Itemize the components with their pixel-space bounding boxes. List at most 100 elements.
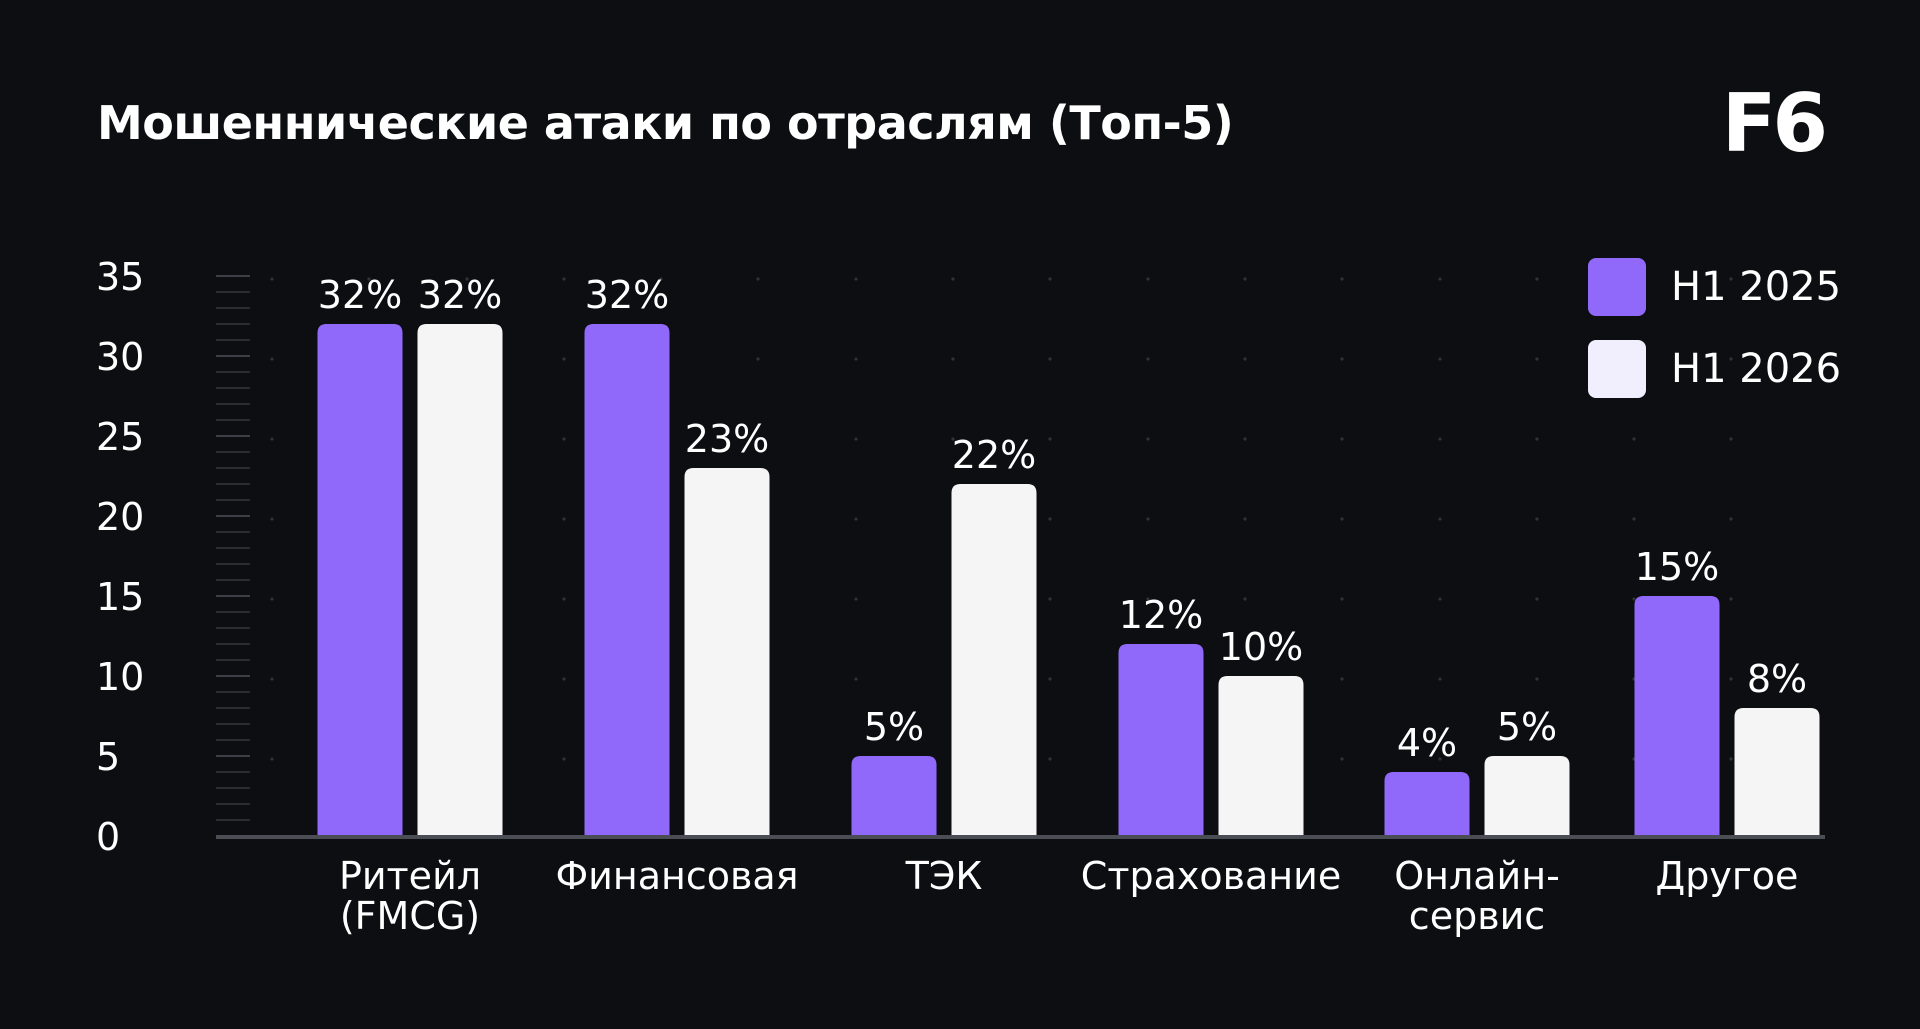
grid-dot xyxy=(951,277,955,281)
grid-dot xyxy=(1535,597,1539,601)
grid-dot xyxy=(1438,277,1442,281)
grid-dot xyxy=(1438,757,1442,761)
grid-dot xyxy=(756,277,760,281)
legend-swatch xyxy=(1588,258,1646,316)
grid-dot xyxy=(1243,517,1247,521)
grid-dot xyxy=(1729,277,1733,281)
data-label: 32% xyxy=(585,273,669,317)
grid-dot xyxy=(951,437,955,441)
grid-dot xyxy=(1729,437,1733,441)
bar-h1-2026 xyxy=(1734,708,1820,836)
data-label: 12% xyxy=(1119,593,1203,637)
grid-dot xyxy=(1340,357,1344,361)
bar-h1-2026 xyxy=(684,468,770,836)
grid-dot xyxy=(1632,597,1636,601)
x-category-label: сервис xyxy=(1409,894,1545,938)
grid-dot xyxy=(1048,757,1052,761)
grid-dot xyxy=(1048,517,1052,521)
grid-dot xyxy=(1535,517,1539,521)
x-category-label: Онлайн- xyxy=(1394,854,1560,898)
data-label: 5% xyxy=(1497,705,1557,749)
y-tick-label: 25 xyxy=(96,415,144,459)
grid-dot xyxy=(1632,437,1636,441)
x-category-label: Страхование xyxy=(1081,854,1341,898)
grid-dot xyxy=(1243,357,1247,361)
grid-dot xyxy=(854,517,858,521)
data-label: 22% xyxy=(952,433,1036,477)
grid-dot xyxy=(854,357,858,361)
x-category-label: (FMCG) xyxy=(340,894,480,938)
bar-h1-2026 xyxy=(951,484,1037,836)
data-label: 4% xyxy=(1397,721,1457,765)
bar-h1-2025 xyxy=(851,756,937,836)
grid-dot xyxy=(1729,597,1733,601)
y-tick-label: 15 xyxy=(96,575,144,619)
bar-h1-2025 xyxy=(1384,772,1470,836)
grid-dot xyxy=(465,277,469,281)
grid-dot xyxy=(1146,517,1150,521)
grid-dot xyxy=(270,437,274,441)
grid-dot xyxy=(270,677,274,681)
grid-dot xyxy=(562,357,566,361)
grid-dot xyxy=(1438,357,1442,361)
grid-dot xyxy=(1729,757,1733,761)
data-label: 10% xyxy=(1219,625,1303,669)
grid-dot xyxy=(1243,277,1247,281)
bar-h1-2026 xyxy=(1218,676,1304,836)
grid-dot xyxy=(1243,597,1247,601)
x-category-label: ТЭК xyxy=(905,854,983,898)
grid-dot xyxy=(1729,677,1733,681)
data-label: 8% xyxy=(1747,657,1807,701)
grid-dot xyxy=(1146,357,1150,361)
grid-dot xyxy=(1535,277,1539,281)
grid-dot xyxy=(1438,517,1442,521)
legend-label: H1 2026 xyxy=(1671,346,1841,392)
grid-dot xyxy=(1340,757,1344,761)
bar-h1-2026 xyxy=(417,324,503,836)
y-tick-label: 0 xyxy=(96,815,120,859)
grid-dot xyxy=(1535,677,1539,681)
f6-logo: F6 xyxy=(1721,77,1828,170)
grid-dot xyxy=(1048,677,1052,681)
grid-dot xyxy=(562,757,566,761)
grid-dot xyxy=(562,277,566,281)
grid-dot xyxy=(1340,677,1344,681)
grid-dot xyxy=(1146,437,1150,441)
grid-dot xyxy=(756,437,760,441)
legend-swatch xyxy=(1588,340,1646,398)
grid-dot xyxy=(854,277,858,281)
grid-dot xyxy=(1048,277,1052,281)
x-category-label: Ритейл xyxy=(339,854,481,898)
grid-dot xyxy=(1146,597,1150,601)
chart-title: Мошеннические атаки по отраслям (Топ-5) xyxy=(97,96,1234,150)
grid-dot xyxy=(951,357,955,361)
grid-dot xyxy=(1729,517,1733,521)
grid-dot xyxy=(1146,277,1150,281)
data-label: 15% xyxy=(1635,545,1719,589)
grid-dot xyxy=(1048,437,1052,441)
grid-dot xyxy=(270,357,274,361)
y-tick-label: 30 xyxy=(96,335,144,379)
data-label: 32% xyxy=(418,273,502,317)
grid-dot xyxy=(1729,357,1733,361)
grid-dot xyxy=(562,517,566,521)
grid-dot xyxy=(367,277,371,281)
data-label: 32% xyxy=(318,273,402,317)
grid-dot xyxy=(270,597,274,601)
bar-h1-2025 xyxy=(317,324,403,836)
grid-dot xyxy=(270,517,274,521)
y-tick-label: 20 xyxy=(96,495,144,539)
grid-dot xyxy=(1048,597,1052,601)
grid-dot xyxy=(1535,437,1539,441)
grid-dot xyxy=(270,757,274,761)
x-category-label: Финансовая xyxy=(555,854,798,898)
grid-dot xyxy=(756,357,760,361)
bar-h1-2026 xyxy=(1484,756,1570,836)
grid-dot xyxy=(854,677,858,681)
data-label: 23% xyxy=(685,417,769,461)
data-label: 5% xyxy=(864,705,924,749)
bar-h1-2025 xyxy=(1118,644,1204,836)
legend-label: H1 2025 xyxy=(1671,264,1841,310)
